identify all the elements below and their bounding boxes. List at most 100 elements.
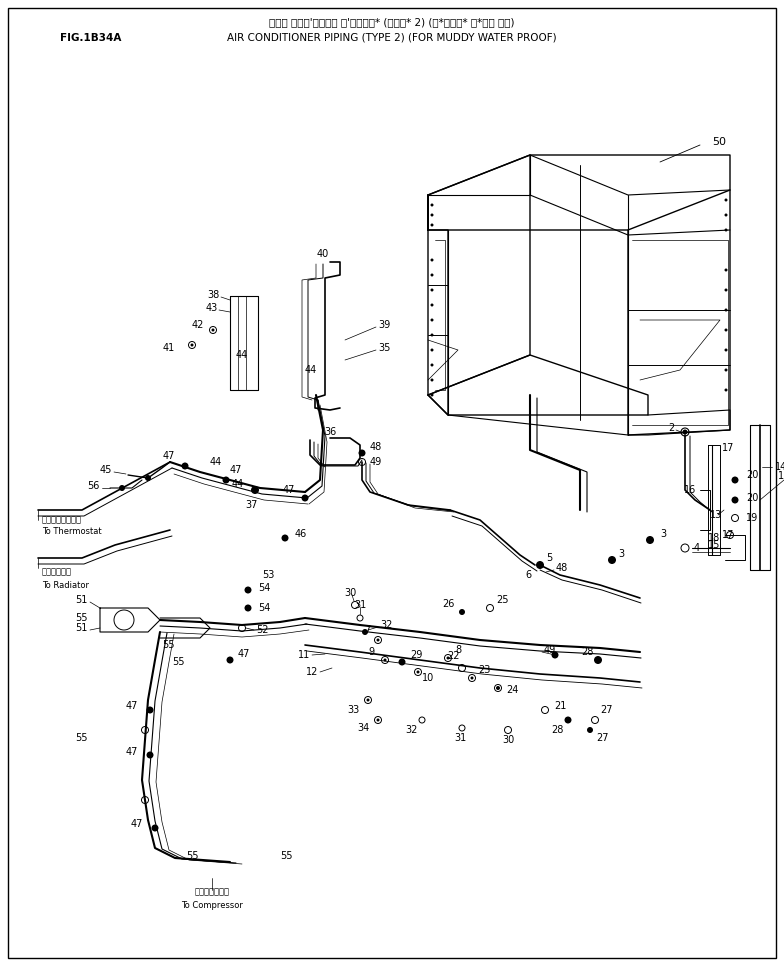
Text: サーモスタットへ: サーモスタットへ	[42, 516, 82, 525]
Text: 40: 40	[317, 249, 329, 259]
Text: 15: 15	[708, 540, 720, 550]
Text: 30: 30	[344, 588, 356, 598]
Circle shape	[430, 259, 434, 262]
Circle shape	[227, 657, 234, 664]
Circle shape	[731, 497, 739, 503]
Circle shape	[245, 586, 252, 593]
Circle shape	[376, 639, 379, 641]
Text: 56: 56	[88, 481, 100, 491]
Circle shape	[398, 659, 405, 666]
Text: エアー コンデ'イショナ パ'イピング* (タイプ* 2) (ト*ロミス* ボ*ウジ ヨウ): エアー コンデ'イショナ パ'イピング* (タイプ* 2) (ト*ロミス* ボ*…	[269, 17, 515, 27]
Text: 27: 27	[600, 705, 612, 715]
Circle shape	[366, 698, 369, 701]
Circle shape	[223, 476, 230, 484]
Text: 35: 35	[378, 343, 390, 353]
Text: 55: 55	[75, 733, 88, 743]
Text: 33: 33	[348, 705, 360, 715]
Circle shape	[724, 368, 728, 372]
Circle shape	[724, 213, 728, 216]
Text: To Radiator: To Radiator	[42, 581, 89, 589]
Text: AIR CONDITIONER PIPING (TYPE 2) (FOR MUDDY WATER PROOF): AIR CONDITIONER PIPING (TYPE 2) (FOR MUD…	[227, 33, 557, 43]
Text: 55: 55	[162, 640, 175, 650]
Circle shape	[724, 308, 728, 311]
Circle shape	[430, 349, 434, 352]
Text: 47: 47	[131, 819, 143, 829]
Text: FIG.1B34A: FIG.1B34A	[60, 33, 122, 43]
Circle shape	[151, 825, 158, 832]
Circle shape	[724, 328, 728, 331]
Text: 17: 17	[722, 530, 735, 540]
Circle shape	[383, 659, 387, 662]
Text: 16: 16	[684, 485, 696, 495]
Text: 22: 22	[448, 651, 460, 661]
Text: 14: 14	[775, 462, 784, 472]
Text: 9: 9	[369, 647, 375, 657]
Text: 10: 10	[422, 673, 434, 683]
Circle shape	[147, 706, 154, 714]
Text: 32: 32	[405, 725, 418, 735]
Text: 23: 23	[478, 665, 490, 675]
Circle shape	[447, 657, 449, 660]
Circle shape	[724, 229, 728, 232]
Text: 27: 27	[596, 733, 608, 743]
Text: 49: 49	[370, 457, 383, 467]
Text: To Compressor: To Compressor	[181, 900, 243, 910]
Text: 7: 7	[364, 625, 370, 635]
Text: 55: 55	[172, 657, 184, 667]
Text: 47: 47	[162, 451, 175, 461]
Text: 48: 48	[556, 563, 568, 573]
Circle shape	[430, 213, 434, 216]
Text: 44: 44	[232, 479, 244, 489]
Text: 21: 21	[554, 701, 566, 711]
Text: 37: 37	[246, 500, 258, 510]
Circle shape	[646, 536, 654, 544]
Circle shape	[551, 651, 558, 659]
Text: 45: 45	[100, 465, 112, 475]
Text: 48: 48	[370, 442, 383, 452]
Circle shape	[430, 223, 434, 226]
Text: 44: 44	[210, 457, 222, 467]
Text: 18: 18	[708, 533, 720, 543]
Text: 20: 20	[746, 470, 758, 480]
Text: 29: 29	[410, 650, 423, 660]
Text: 53: 53	[262, 570, 274, 580]
Text: 52: 52	[256, 625, 268, 635]
Text: 26: 26	[443, 599, 455, 609]
Circle shape	[191, 344, 194, 347]
Text: 24: 24	[506, 685, 518, 695]
Circle shape	[358, 449, 365, 457]
Circle shape	[212, 328, 215, 331]
Text: ラジェータへ: ラジェータへ	[42, 567, 72, 577]
Text: 12: 12	[306, 667, 318, 677]
Circle shape	[145, 475, 151, 481]
Text: 51: 51	[75, 595, 88, 605]
Text: 34: 34	[358, 723, 370, 733]
Text: 47: 47	[125, 747, 138, 757]
Circle shape	[416, 670, 419, 673]
Circle shape	[281, 534, 289, 542]
Text: To Thermostat: To Thermostat	[42, 527, 102, 536]
Text: 4: 4	[694, 543, 700, 553]
Text: 1: 1	[778, 471, 784, 481]
Text: 5: 5	[546, 553, 552, 563]
Circle shape	[430, 273, 434, 276]
Circle shape	[724, 198, 728, 202]
Text: 3: 3	[660, 529, 666, 539]
Circle shape	[430, 319, 434, 322]
Circle shape	[724, 269, 728, 271]
Text: 6: 6	[525, 570, 531, 580]
Circle shape	[376, 719, 379, 722]
Circle shape	[608, 556, 616, 564]
Text: 55: 55	[280, 851, 292, 861]
Circle shape	[731, 476, 739, 484]
Text: 13: 13	[710, 510, 722, 520]
Text: 46: 46	[295, 529, 307, 539]
Circle shape	[470, 676, 474, 679]
Text: 50: 50	[712, 137, 726, 147]
Text: 42: 42	[191, 320, 204, 330]
Text: 39: 39	[378, 320, 390, 330]
Circle shape	[459, 609, 465, 615]
Circle shape	[119, 485, 125, 491]
Text: 30: 30	[502, 735, 514, 745]
Text: 36: 36	[324, 427, 336, 437]
